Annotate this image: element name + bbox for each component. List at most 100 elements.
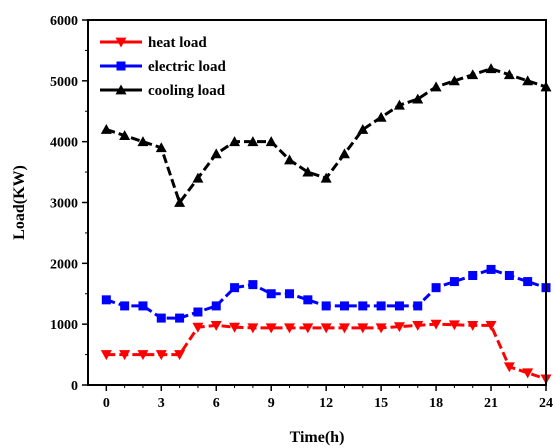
x-tick-label: 3 <box>158 396 165 411</box>
data-point <box>449 277 459 287</box>
data-point <box>503 69 515 80</box>
data-point <box>101 295 111 305</box>
data-point <box>284 154 296 165</box>
data-point <box>320 172 332 183</box>
y-tick-label: 2000 <box>50 257 78 272</box>
data-point <box>375 111 387 122</box>
data-point <box>394 301 404 311</box>
data-point <box>210 148 222 159</box>
data-point <box>412 320 424 331</box>
legend-entry: electric load <box>100 59 227 75</box>
data-point <box>448 75 460 86</box>
x-tick-label: 21 <box>484 396 498 411</box>
y-tick-label: 6000 <box>50 14 78 29</box>
data-point <box>266 289 276 299</box>
data-point <box>137 350 149 361</box>
legend-marker <box>116 61 126 71</box>
legend-label: electric load <box>148 59 227 75</box>
data-point <box>211 301 221 311</box>
data-point <box>247 136 259 147</box>
data-point <box>376 301 386 311</box>
data-point <box>155 350 167 361</box>
data-point <box>338 148 350 159</box>
data-point <box>210 320 222 331</box>
data-point <box>375 323 387 334</box>
data-point <box>138 301 148 311</box>
series-heat-load <box>100 319 552 385</box>
y-tick-label: 5000 <box>50 75 78 90</box>
data-point <box>358 301 368 311</box>
data-point <box>192 172 204 183</box>
data-point <box>431 283 441 293</box>
data-point <box>522 75 534 86</box>
data-point <box>285 289 295 299</box>
data-point <box>430 319 442 330</box>
data-point <box>503 362 515 373</box>
data-point <box>522 368 534 379</box>
data-point <box>119 130 131 140</box>
data-point <box>193 307 203 317</box>
data-point <box>284 323 296 334</box>
data-point <box>100 350 112 361</box>
data-point <box>137 136 149 147</box>
y-tick-label: 3000 <box>50 197 78 212</box>
data-point <box>155 142 167 153</box>
data-point <box>320 323 332 334</box>
data-point <box>156 313 166 323</box>
series-electric-load <box>101 264 551 323</box>
legend-marker <box>115 37 127 48</box>
axes: 0 3 6 9 12 15 18 21 24 0 1000 2000 3000 4000 5000 6000 <box>50 14 553 411</box>
plot-area <box>100 63 552 385</box>
data-point <box>321 301 331 311</box>
data-point <box>229 322 241 333</box>
data-point <box>338 323 350 334</box>
y-tick-label: 4000 <box>50 136 78 151</box>
data-point <box>504 271 514 280</box>
x-tick-label: 24 <box>539 396 553 411</box>
data-point <box>174 350 186 361</box>
data-point <box>265 323 277 334</box>
x-tick-label: 9 <box>268 396 275 411</box>
x-axis-title: Time(h) <box>290 429 345 446</box>
y-axis-title: Load(KW) <box>11 165 28 240</box>
data-point <box>100 124 112 134</box>
data-point <box>393 99 405 110</box>
data-point <box>413 301 423 311</box>
y-tick-label: 0 <box>71 379 78 394</box>
data-point <box>119 350 131 361</box>
data-point <box>523 277 533 287</box>
data-point <box>357 124 369 134</box>
data-point <box>120 301 130 311</box>
x-tick-label: 18 <box>429 396 443 411</box>
data-point <box>468 271 478 280</box>
data-point <box>265 136 277 147</box>
data-point <box>230 283 240 293</box>
legend: heat load electric load cooling load <box>100 35 227 99</box>
legend-label: cooling load <box>148 83 226 99</box>
data-point <box>412 93 424 104</box>
data-point <box>430 81 442 92</box>
data-point <box>175 313 185 323</box>
legend-label: heat load <box>148 35 207 51</box>
y-tick-label: 1000 <box>50 318 78 333</box>
data-point <box>192 322 204 333</box>
data-point <box>467 69 479 80</box>
legend-marker <box>115 84 127 95</box>
x-tick-label: 0 <box>103 396 110 411</box>
x-tick-label: 6 <box>213 396 220 411</box>
data-point <box>485 320 497 331</box>
data-point <box>467 320 479 331</box>
data-point <box>302 166 314 177</box>
series-cooling-load <box>100 63 552 207</box>
data-point <box>302 323 314 334</box>
data-point <box>174 197 186 207</box>
data-point <box>248 280 258 290</box>
data-point <box>448 320 460 331</box>
legend-entry: heat load <box>100 35 207 51</box>
data-point <box>357 323 369 334</box>
data-point <box>303 295 313 305</box>
data-point <box>229 136 241 147</box>
series-line <box>105 267 547 320</box>
data-point <box>247 323 259 334</box>
